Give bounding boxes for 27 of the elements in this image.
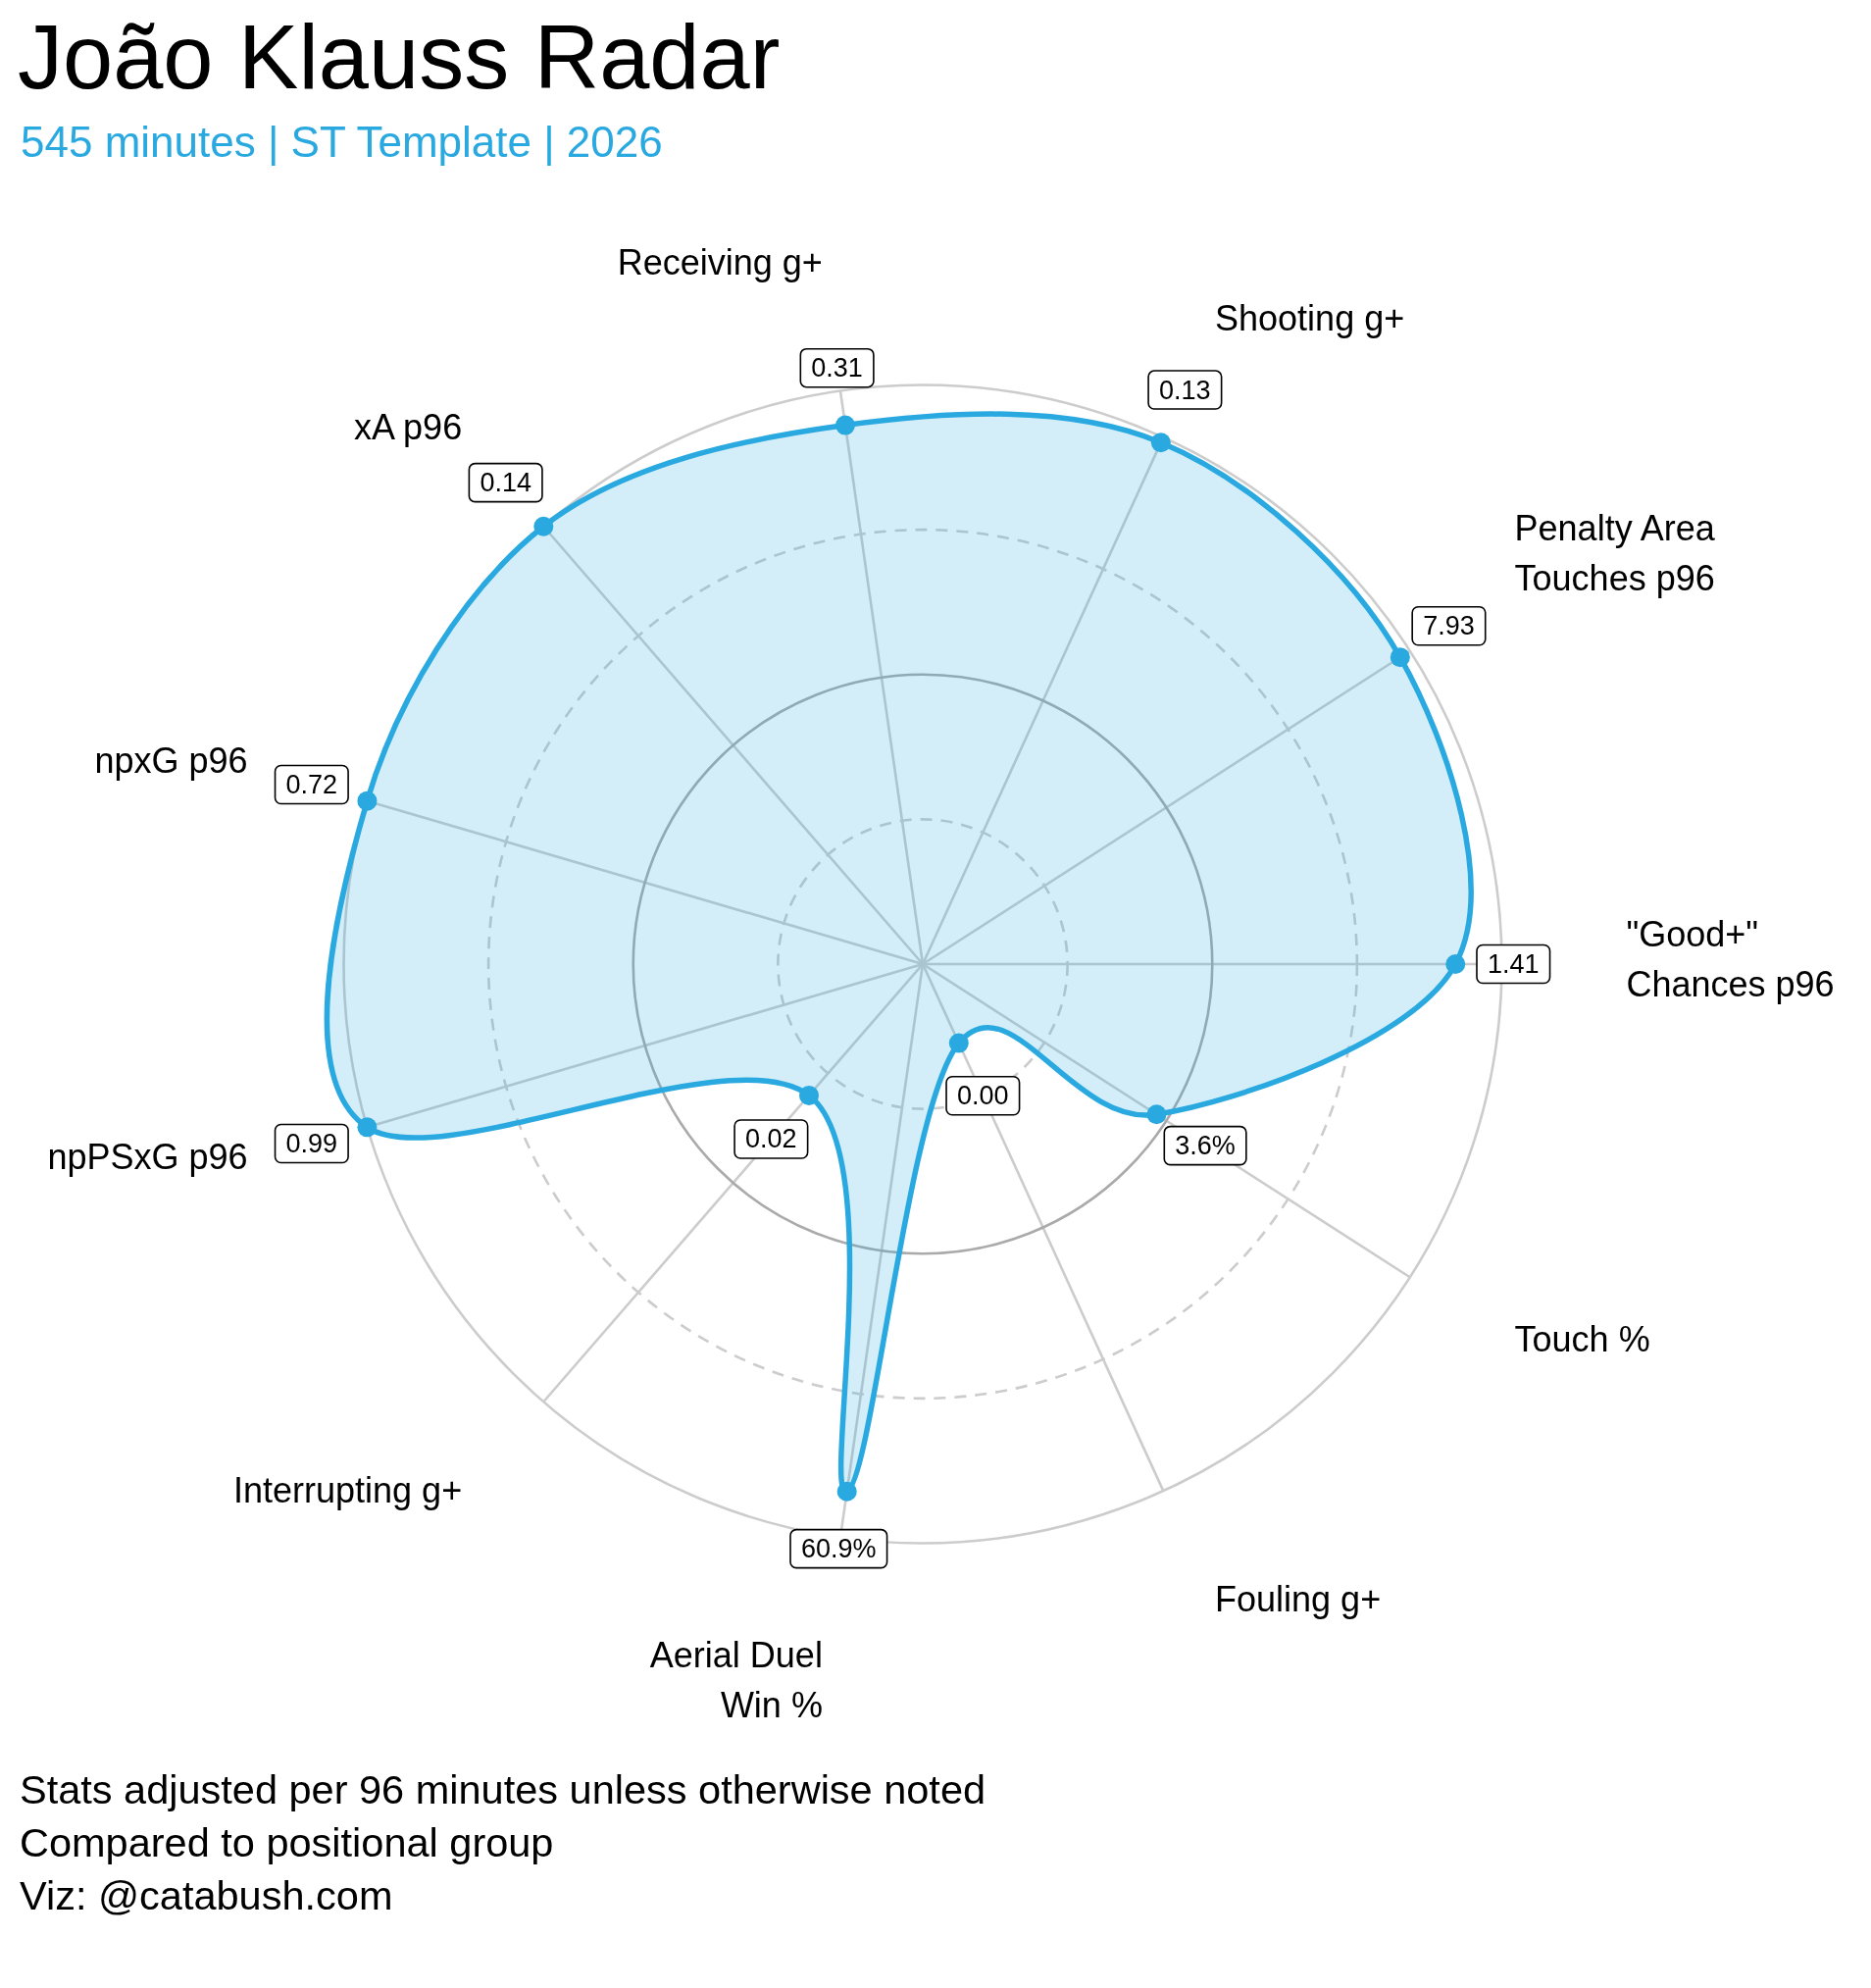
spoke-label: Receiving g+ (617, 241, 823, 282)
spoke-label: Interrupting g+ (233, 1469, 463, 1510)
text: 0.14 (480, 468, 531, 498)
text: 0.99 (285, 1128, 338, 1158)
text: 1.41 (1487, 949, 1540, 979)
spoke-label: "Good+" Chances p96 (1626, 913, 1835, 1003)
spoke-label: xA p96 (354, 406, 463, 447)
spoke-label: npxG p96 (94, 739, 248, 781)
spoke-label: Touch % (1514, 1318, 1650, 1359)
spoke-label: Aerial Duel Win % (649, 1634, 823, 1725)
text: 60.9% (801, 1534, 877, 1564)
spoke-label: Fouling g+ (1215, 1578, 1382, 1619)
text: 7.93 (1423, 611, 1475, 641)
text: 0.00 (957, 1081, 1009, 1111)
chart-subtitle: 545 minutes | ST Template | 2026 (21, 118, 663, 166)
spoke-label: npPSxG p96 (47, 1136, 248, 1177)
text: Viz: @catabush.com (20, 1871, 394, 1920)
text: Stats adjusted per 96 minutes unless otherwise noted (20, 1765, 986, 1814)
spoke-label: Shooting g+ (1215, 297, 1405, 338)
text: 3.6% (1175, 1131, 1236, 1161)
spoke-label: Penalty Area Touches p96 (1514, 507, 1716, 598)
text: 0.72 (285, 770, 338, 800)
text: Compared to positional group (20, 1818, 555, 1867)
chart-title: João Klauss Radar (18, 7, 781, 107)
text: 0.02 (745, 1124, 797, 1154)
text: 0.31 (811, 353, 863, 383)
text: 0.13 (1159, 375, 1211, 405)
